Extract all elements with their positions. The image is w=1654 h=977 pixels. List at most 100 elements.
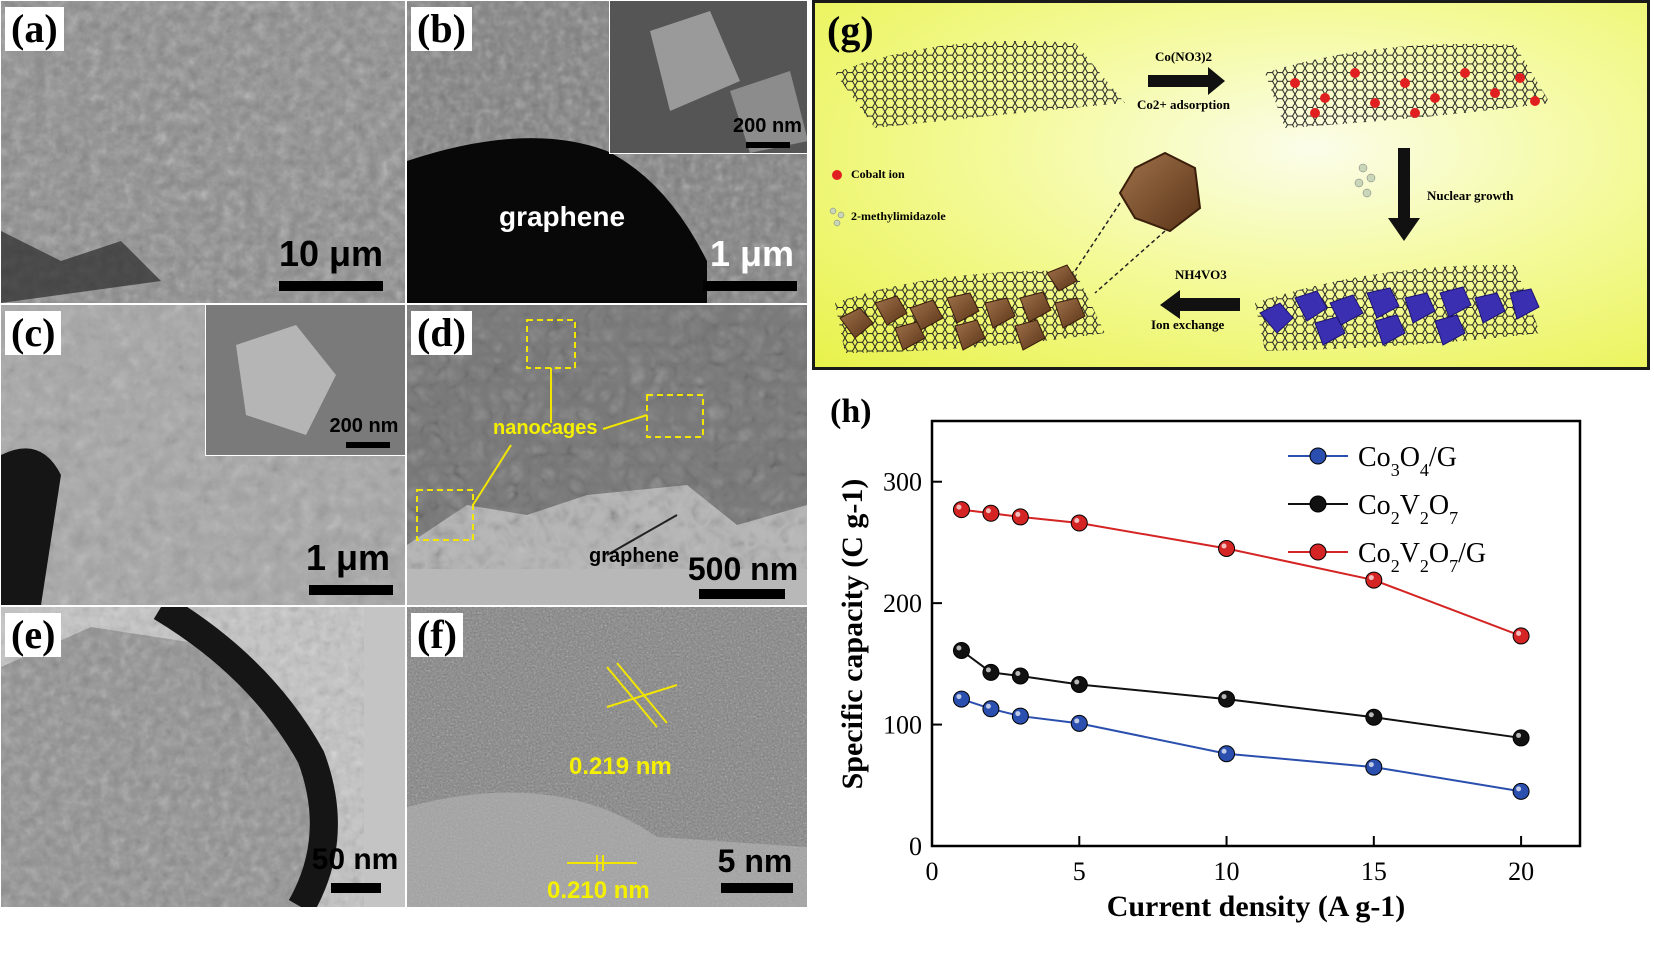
panel-label: (h) <box>830 393 872 430</box>
data-point <box>1011 707 1029 725</box>
scale-bar-label: 1 μm <box>305 537 391 578</box>
scale-bar-label: 5 nm <box>717 843 793 879</box>
panel-g-scheme: (g) Co(NO3)2 Co2+ adsorption Nuclear gro… <box>812 0 1650 370</box>
panel-label: (c) <box>5 311 62 355</box>
x-tick-label: 5 <box>1073 857 1086 886</box>
lattice-spacing-2: 0.210 nm <box>547 877 650 904</box>
x-tick-label: 0 <box>926 857 939 886</box>
data-point <box>1512 782 1530 800</box>
scale-bar <box>279 281 383 291</box>
data-point-highlight <box>1368 575 1374 581</box>
panel-f: 0.219 nm 0.210 nm 5 nm (f) <box>406 606 808 908</box>
data-point-highlight <box>956 645 962 651</box>
data-point <box>1011 667 1029 685</box>
data-point-highlight <box>1015 711 1021 717</box>
scale-bar <box>331 883 381 893</box>
cobalt-ion-legend-icon <box>832 170 842 180</box>
step3-reagent: NH4VO3 <box>1175 267 1227 282</box>
data-point-highlight <box>985 703 991 709</box>
data-point-highlight <box>1074 518 1080 523</box>
data-point-highlight <box>1516 630 1522 636</box>
data-point-highlight <box>985 667 991 673</box>
arrow-left <box>1160 290 1240 319</box>
y-axis-title: Specific capacity (C g-1) <box>836 479 869 790</box>
legend-marker <box>1309 447 1327 465</box>
panel-label: (g) <box>827 8 874 53</box>
x-axis-title: Current density (A g-1) <box>1107 890 1406 923</box>
data-point-highlight <box>1221 748 1227 754</box>
data-point <box>952 501 970 519</box>
data-point-highlight <box>1221 694 1227 700</box>
data-point <box>1365 571 1383 589</box>
data-point <box>1070 676 1088 693</box>
legend-cobalt-label: Cobalt ion <box>851 167 905 181</box>
lattice-spacing-1: 0.219 nm <box>569 753 672 780</box>
inset-scale-label: 200 nm <box>733 115 802 137</box>
legend-marker <box>1309 495 1327 513</box>
inset-scale-bar <box>746 142 790 148</box>
data-point <box>952 690 970 708</box>
arrow-down <box>1388 148 1420 241</box>
sem-image-a <box>1 1 405 303</box>
x-tick-label: 10 <box>1214 857 1240 886</box>
inset-image <box>610 1 807 153</box>
data-point-highlight <box>985 508 991 514</box>
scale-bar-label: 50 nm <box>311 843 399 876</box>
data-point <box>1365 708 1383 726</box>
legend-label: Co2V2O7 <box>1358 490 1458 528</box>
inset-image <box>206 305 405 455</box>
data-point <box>1365 758 1383 776</box>
panel-label: (f) <box>411 613 463 657</box>
inset-c: 200 nm <box>205 305 405 456</box>
tem-image-d <box>407 305 807 605</box>
panel-b: 200 nm graphene 1 μm (b) <box>406 0 808 304</box>
step3-desc: Ion exchange <box>1151 317 1225 332</box>
y-tick-label: 300 <box>883 468 922 497</box>
scale-bar <box>309 585 393 595</box>
step1-reagent: Co(NO3)2 <box>1155 49 1213 64</box>
panel-label: (a) <box>5 7 64 51</box>
scale-bar-label: 1 μm <box>709 233 795 274</box>
scale-bar-label: 500 nm <box>687 551 799 587</box>
data-point <box>952 642 970 659</box>
scale-bar <box>721 883 793 893</box>
scale-bar-label: 10 μm <box>278 233 384 274</box>
legend-label: Co3O4/G <box>1358 442 1457 480</box>
scheme-graphics <box>829 41 1550 353</box>
data-point-highlight <box>1015 671 1021 676</box>
mim-legend-icon <box>829 207 845 227</box>
plot-frame <box>930 419 1582 848</box>
hrtem-image-f <box>407 607 807 907</box>
data-point-highlight <box>1516 732 1522 738</box>
data-point-highlight <box>1074 718 1080 724</box>
panel-label: (b) <box>411 7 472 51</box>
series-line <box>960 649 1522 739</box>
y-tick-label: 0 <box>909 832 922 861</box>
data-point-highlight <box>1368 762 1374 768</box>
data-point <box>982 504 1000 522</box>
graphene-annotation: graphene <box>588 545 680 567</box>
series-line <box>961 508 1522 637</box>
graphene-annotation: graphene <box>498 201 626 232</box>
panel-c: 200 nm 1 μm (c) <box>0 304 406 606</box>
data-point-highlight <box>956 694 962 700</box>
panel-e: 50 nm (e) <box>0 606 406 908</box>
data-point <box>1218 690 1236 708</box>
data-point <box>1512 729 1530 747</box>
data-point-highlight <box>1221 543 1227 549</box>
zif-polyhedra <box>1259 286 1540 346</box>
x-tick-label: 20 <box>1508 857 1534 886</box>
step2-desc: Nuclear growth <box>1427 188 1514 203</box>
series-line <box>961 698 1522 793</box>
mim-molecule <box>1354 163 1376 198</box>
data-point <box>1070 514 1088 532</box>
cobalt-ions <box>1290 68 1540 118</box>
data-point-highlight <box>1368 712 1374 718</box>
data-point-highlight <box>1074 679 1080 685</box>
nanocage-closeup <box>1118 151 1202 233</box>
data-point-highlight <box>1015 511 1021 517</box>
inset-scale-bar <box>346 442 390 448</box>
tem-image-e <box>1 607 405 907</box>
inset-scale-label: 200 nm <box>329 415 399 437</box>
